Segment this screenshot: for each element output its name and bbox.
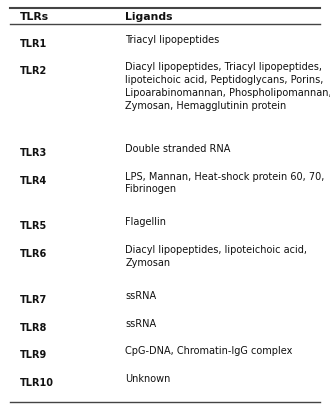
Text: TLR8: TLR8: [20, 322, 47, 332]
Text: TLR5: TLR5: [20, 221, 47, 231]
Text: TLR1: TLR1: [20, 38, 47, 49]
Text: TLRs: TLRs: [20, 12, 49, 22]
Text: TLR6: TLR6: [20, 249, 47, 258]
Text: TLR4: TLR4: [20, 175, 47, 185]
Text: Double stranded RNA: Double stranded RNA: [125, 144, 231, 153]
Text: TLR2: TLR2: [20, 66, 47, 76]
Text: ssRNA: ssRNA: [125, 318, 156, 328]
Text: Ligands: Ligands: [125, 12, 173, 22]
Text: Triacyl lipopeptides: Triacyl lipopeptides: [125, 34, 220, 45]
Text: LPS, Mannan, Heat-shock protein 60, 70,
Fibrinogen: LPS, Mannan, Heat-shock protein 60, 70, …: [125, 171, 325, 194]
Text: TLR7: TLR7: [20, 294, 47, 304]
Text: CpG-DNA, Chromatin-IgG complex: CpG-DNA, Chromatin-IgG complex: [125, 345, 293, 355]
Text: Unknown: Unknown: [125, 373, 171, 383]
Text: Diacyl lipopeptides, lipoteichoic acid,
Zymosan: Diacyl lipopeptides, lipoteichoic acid, …: [125, 245, 308, 267]
Text: TLR9: TLR9: [20, 350, 47, 359]
Text: Diacyl lipopeptides, Triacyl lipopeptides,
lipoteichoic acid, Peptidoglycans, Po: Diacyl lipopeptides, Triacyl lipopeptide…: [125, 62, 330, 111]
Text: ssRNA: ssRNA: [125, 290, 156, 300]
Text: Flagellin: Flagellin: [125, 217, 166, 227]
Text: TLR3: TLR3: [20, 148, 47, 158]
Text: TLR10: TLR10: [20, 377, 54, 387]
